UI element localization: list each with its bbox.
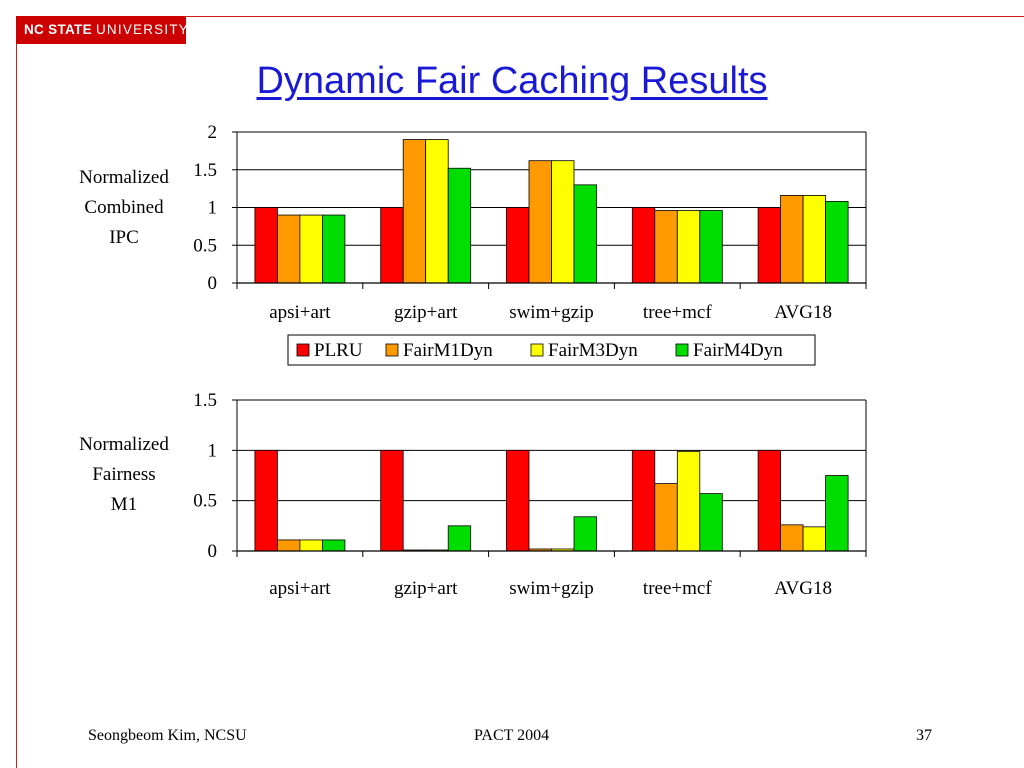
x-category-label: swim+gzip (509, 578, 594, 599)
legend-label: PLRU (314, 340, 363, 361)
bar-fairm3dyn (802, 526, 826, 552)
x-category-label: swim+gzip (509, 302, 594, 323)
bar-fairm1dyn (654, 483, 678, 552)
y-label-line: Normalized (79, 434, 169, 455)
y-tick-label: 1.5 (193, 390, 217, 411)
x-category-label: AVG18 (774, 302, 832, 323)
bar-fairm3dyn (299, 214, 323, 284)
bar-fairm1dyn (276, 539, 301, 552)
bar-plru (254, 207, 278, 284)
bar-fairm4dyn (573, 516, 597, 552)
x-category-label: gzip+art (394, 302, 458, 323)
bar-fairm1dyn (402, 139, 427, 284)
bar-plru (757, 207, 781, 284)
bar-fairm4dyn (699, 210, 723, 284)
bar-fairm1dyn (780, 524, 804, 552)
bar-fairm1dyn (528, 160, 552, 284)
y-tick-label: 0 (208, 273, 218, 294)
bar-plru (631, 449, 656, 552)
slide-title: Dynamic Fair Caching Results (256, 60, 768, 102)
y-label-line: IPC (109, 227, 139, 248)
legend-box (287, 334, 816, 366)
y-tick-label: 1.5 (193, 160, 217, 181)
bar-fairm3dyn (802, 195, 826, 284)
bar-fairm4dyn (321, 539, 346, 552)
y-tick-label: 0.5 (193, 235, 217, 256)
bar-fairm4dyn (447, 167, 472, 284)
y-tick-label: 0.5 (193, 491, 217, 512)
chart-ipc-y-axis-label: Normalized Combined IPC (59, 163, 189, 253)
bar-fairm4dyn (447, 525, 472, 552)
y-label-line: M1 (110, 494, 138, 515)
logo-bold-text: NC STATE (24, 22, 92, 37)
bar-fairm3dyn (299, 539, 323, 552)
bar-fairm3dyn (676, 210, 701, 284)
legend-swatch (385, 343, 399, 357)
footer-author: Seongbeom Kim, NCSU (88, 727, 247, 744)
y-label-line: Fairness (92, 464, 156, 485)
bar-plru (506, 449, 530, 552)
legend-swatch (675, 343, 689, 357)
y-tick-label: 0 (208, 541, 218, 562)
legend-label: FairM4Dyn (693, 340, 783, 361)
y-tick-label: 1 (208, 440, 218, 461)
legend-swatch (296, 343, 310, 357)
university-logo: NC STATE UNIVERSITY (16, 16, 189, 44)
footer-page-number: 37 (916, 727, 932, 744)
x-category-label: gzip+art (394, 578, 458, 599)
bar-fairm4dyn (825, 201, 849, 284)
bar-fairm4dyn (699, 493, 723, 552)
bar-plru (631, 207, 656, 284)
chart-fairness-y-axis-label: Normalized Fairness M1 (59, 430, 189, 520)
legend-swatch (530, 343, 544, 357)
bar-plru (380, 207, 404, 284)
x-category-label: tree+mcf (643, 302, 712, 323)
header-rule (16, 16, 1024, 17)
logo-light-text: UNIVERSITY (95, 22, 189, 37)
y-label-line: Combined (84, 197, 164, 218)
legend-label: FairM3Dyn (548, 340, 638, 361)
x-category-label: apsi+art (269, 578, 331, 599)
bar-plru (757, 449, 781, 552)
bar-fairm3dyn (676, 450, 701, 552)
bar-fairm3dyn (425, 139, 449, 284)
x-category-label: tree+mcf (643, 578, 712, 599)
y-tick-label: 1 (208, 198, 218, 219)
bar-plru (254, 449, 278, 552)
bar-fairm4dyn (573, 184, 597, 284)
bar-fairm4dyn (321, 214, 346, 284)
y-label-line: Normalized (79, 167, 169, 188)
x-category-label: AVG18 (774, 578, 832, 599)
legend-label: FairM1Dyn (403, 340, 493, 361)
bar-fairm1dyn (780, 195, 804, 284)
footer-conference: PACT 2004 (474, 727, 550, 744)
bar-fairm1dyn (276, 214, 301, 284)
bar-plru (380, 449, 404, 552)
x-category-label: apsi+art (269, 302, 331, 323)
y-tick-label: 2 (208, 122, 218, 143)
bar-fairm4dyn (825, 475, 849, 552)
bar-plru (506, 207, 530, 284)
bar-fairm3dyn (551, 160, 575, 284)
left-rule (16, 16, 17, 768)
bar-fairm1dyn (654, 210, 678, 284)
